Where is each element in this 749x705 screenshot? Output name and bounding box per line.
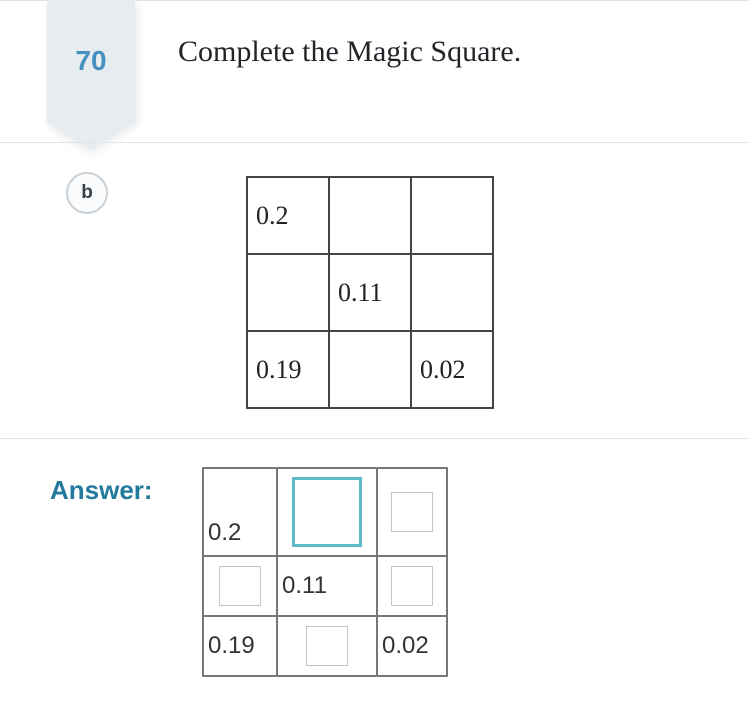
part-label: b	[81, 182, 93, 204]
answer-input-1-0[interactable]	[219, 566, 261, 606]
ms-cell-2-1	[329, 331, 411, 408]
answer-grid: 0.2 0.11 0.19 0.02	[202, 467, 448, 677]
answer-cell-1-2	[377, 556, 447, 616]
answer-cell-2-0: 0.19	[203, 616, 277, 676]
answer-value-2-0: 0.19	[208, 632, 255, 660]
ms-cell-1-0	[247, 254, 329, 331]
question-number-badge: 70	[47, 0, 135, 122]
answer-cell-1-0	[203, 556, 277, 616]
ms-cell-2-2: 0.02	[411, 331, 493, 408]
ms-cell-0-0: 0.2	[247, 177, 329, 254]
ms-cell-0-2	[411, 177, 493, 254]
answer-value-1-1: 0.11	[282, 572, 327, 600]
question-number: 70	[75, 45, 106, 77]
answer-cell-0-0: 0.2	[203, 468, 277, 556]
answer-cell-2-2: 0.02	[377, 616, 447, 676]
ms-cell-1-1: 0.11	[329, 254, 411, 331]
ms-cell-0-1	[329, 177, 411, 254]
answer-cell-0-1	[277, 468, 377, 556]
lower-divider	[0, 438, 749, 439]
ms-cell-1-2	[411, 254, 493, 331]
answer-value-2-2: 0.02	[382, 632, 429, 660]
answer-cell-1-1: 0.11	[277, 556, 377, 616]
answer-input-1-2[interactable]	[391, 566, 433, 606]
magic-square-grid: 0.2 0.11 0.19 0.02	[246, 176, 494, 409]
answer-input-2-1[interactable]	[306, 626, 348, 666]
ms-cell-2-0: 0.19	[247, 331, 329, 408]
mid-divider	[0, 142, 749, 143]
question-prompt: Complete the Magic Square.	[178, 35, 521, 69]
part-label-circle: b	[66, 172, 108, 214]
answer-cell-0-2	[377, 468, 447, 556]
answer-value-0-0: 0.2	[208, 519, 241, 547]
answer-input-0-2[interactable]	[391, 492, 433, 532]
answer-label: Answer:	[50, 475, 153, 506]
answer-input-0-1[interactable]	[292, 477, 362, 547]
answer-cell-2-1	[277, 616, 377, 676]
